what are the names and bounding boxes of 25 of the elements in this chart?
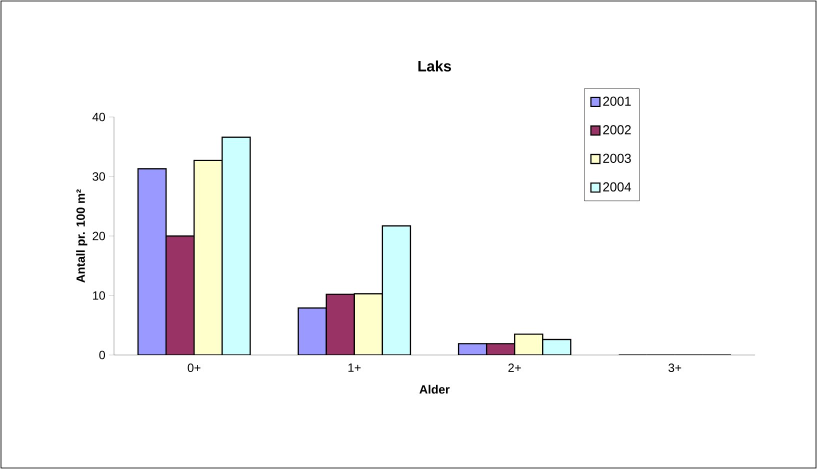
bar <box>137 168 167 355</box>
bar <box>222 136 251 355</box>
y-axis-title: Antall pr. 100 m² <box>76 189 88 283</box>
bar <box>165 235 195 355</box>
x-tick-label: 0+ <box>188 364 200 372</box>
x-tick-label: 1+ <box>348 364 361 372</box>
bar <box>354 293 384 355</box>
chart-title: Laks <box>418 60 451 72</box>
x-axis-title: Alder <box>419 384 450 394</box>
bar <box>382 225 412 355</box>
x-tick-label: 3+ <box>668 364 682 372</box>
bar <box>298 307 327 355</box>
legend-label: 2004 <box>603 182 632 192</box>
y-tick-label: 10 <box>93 291 106 300</box>
bar <box>194 160 223 355</box>
bar <box>326 294 355 355</box>
y-tick-label: 30 <box>92 172 106 181</box>
legend-label: 2001 <box>603 96 631 106</box>
bar <box>514 334 544 355</box>
x-tick-label: 2+ <box>508 364 521 372</box>
y-tick-label: 40 <box>92 112 106 122</box>
legend-label: 2003 <box>603 154 631 163</box>
y-tick-label: 0 <box>99 350 106 360</box>
y-tick-label: 20 <box>92 232 106 240</box>
legend-label: 2002 <box>603 125 631 134</box>
